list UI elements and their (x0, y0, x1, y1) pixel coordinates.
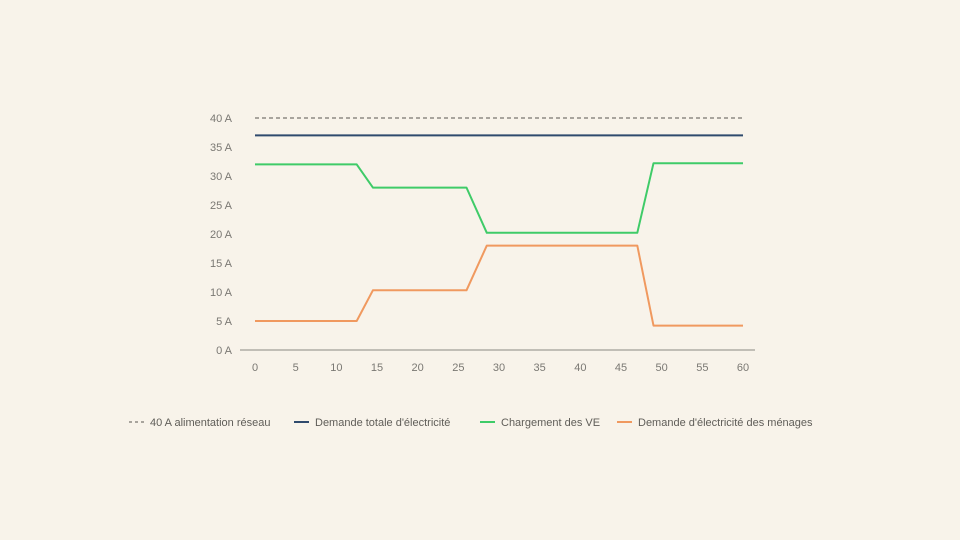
x-tick-label: 10 (330, 362, 342, 374)
legend-label: Demande d'électricité des ménages (638, 417, 813, 429)
y-tick-label: 10 A (210, 287, 233, 299)
legend-label: Chargement des VE (501, 417, 600, 429)
legend-label: 40 A alimentation réseau (150, 417, 270, 429)
x-tick-label: 45 (615, 362, 627, 374)
x-tick-label: 15 (371, 362, 383, 374)
plot-lines (255, 117, 743, 327)
x-tick-label: 35 (534, 362, 546, 374)
y-tick-label: 30 A (210, 171, 233, 183)
x-tick-label: 55 (696, 362, 708, 374)
legend: 40 A alimentation réseau Demande totale d… (129, 417, 813, 429)
x-tick-label: 50 (656, 362, 668, 374)
x-tick-label: 20 (412, 362, 424, 374)
series-line-chargement-des-ve (255, 162, 743, 234)
y-axis-tick-labels: 0 A 5 A 10 A 15 A 20 A 25 A 30 A 35 A 40 A (210, 113, 233, 357)
y-tick-label: 20 A (210, 229, 233, 241)
y-tick-label: 25 A (210, 200, 233, 212)
legend-label: Demande totale d'électricité (315, 417, 450, 429)
series-line-demande-d-electricite-des-menages (255, 244, 743, 327)
y-tick-label: 40 A (210, 113, 233, 125)
x-tick-label: 30 (493, 362, 505, 374)
x-tick-label: 40 (574, 362, 586, 374)
x-tick-label: 5 (293, 362, 299, 374)
x-axis-tick-labels: 0 5 10 15 20 25 30 35 40 45 50 55 60 (252, 362, 749, 374)
y-tick-label: 5 A (216, 316, 233, 328)
y-tick-label: 35 A (210, 142, 233, 154)
y-tick-label: 0 A (216, 345, 233, 357)
y-tick-label: 15 A (210, 258, 233, 270)
x-tick-label: 0 (252, 362, 258, 374)
x-tick-label: 25 (452, 362, 464, 374)
x-tick-label: 60 (737, 362, 749, 374)
